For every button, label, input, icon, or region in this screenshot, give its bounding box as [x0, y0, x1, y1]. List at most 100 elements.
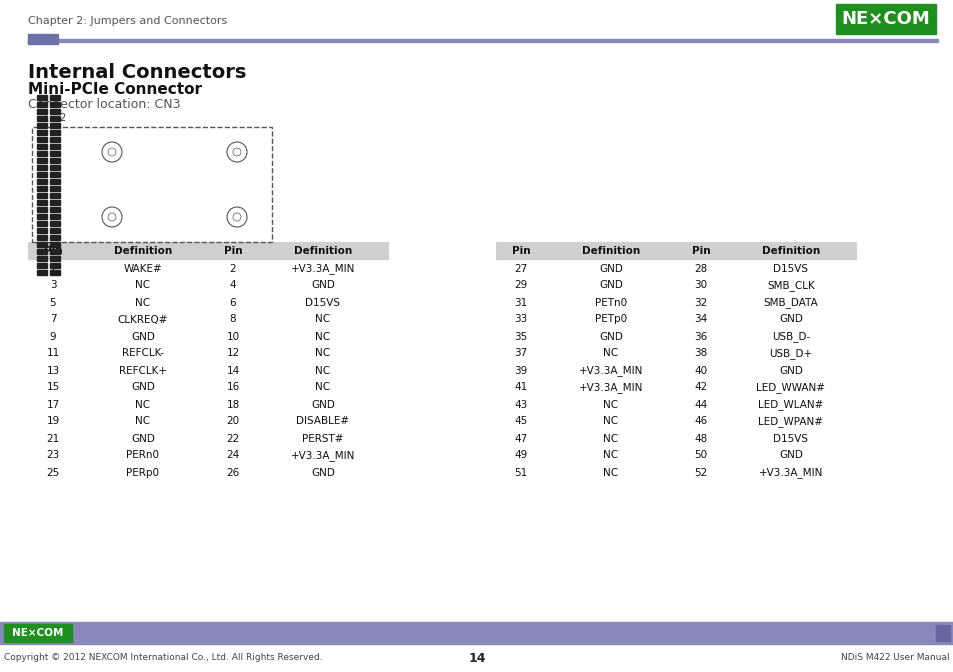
Bar — [37, 130, 47, 134]
Bar — [935, 625, 949, 641]
Bar — [28, 362, 78, 379]
Bar — [496, 328, 545, 345]
Bar — [50, 165, 60, 169]
Bar — [725, 447, 855, 464]
Bar — [37, 116, 47, 120]
Text: 18: 18 — [226, 399, 239, 409]
Bar — [725, 260, 855, 277]
Text: NC: NC — [603, 450, 618, 460]
Bar — [496, 242, 545, 260]
Bar — [676, 242, 725, 260]
Bar — [50, 200, 60, 204]
Bar — [496, 362, 545, 379]
Text: 30: 30 — [694, 280, 707, 290]
Text: 24: 24 — [226, 450, 239, 460]
Text: 14: 14 — [226, 366, 239, 376]
Text: +V3.3A_MIN: +V3.3A_MIN — [291, 263, 355, 274]
Bar — [257, 277, 388, 294]
Bar — [50, 255, 60, 261]
Text: 27: 27 — [514, 263, 527, 274]
Bar — [28, 311, 78, 328]
Bar — [208, 345, 257, 362]
Text: 22: 22 — [226, 433, 239, 444]
Bar — [676, 379, 725, 396]
Text: LED_WLAN#: LED_WLAN# — [758, 399, 822, 410]
Bar — [257, 294, 388, 311]
Text: GND: GND — [598, 263, 622, 274]
Bar — [36, 131, 71, 238]
Text: 52: 52 — [694, 468, 707, 478]
Text: 43: 43 — [514, 399, 527, 409]
Text: +V3.3A_MIN: +V3.3A_MIN — [578, 382, 642, 393]
Bar — [725, 328, 855, 345]
Bar — [28, 430, 78, 447]
Bar — [50, 157, 60, 163]
Bar — [37, 206, 47, 212]
Bar — [37, 214, 47, 218]
Bar — [28, 447, 78, 464]
Bar — [50, 214, 60, 218]
Text: Copyright © 2012 NEXCOM International Co., Ltd. All Rights Reserved.: Copyright © 2012 NEXCOM International Co… — [4, 653, 322, 663]
Circle shape — [227, 207, 247, 227]
Bar — [37, 241, 47, 247]
Text: 14: 14 — [468, 651, 485, 665]
Bar — [28, 260, 78, 277]
Text: REFCLK-: REFCLK- — [122, 349, 164, 358]
Text: CLKREQ#: CLKREQ# — [117, 314, 168, 325]
Circle shape — [227, 142, 247, 162]
Bar — [545, 447, 676, 464]
Text: GND: GND — [311, 468, 335, 478]
Text: Connector location: CN3: Connector location: CN3 — [28, 99, 180, 112]
Text: 1: 1 — [50, 263, 56, 274]
Bar — [50, 228, 60, 233]
Text: 5: 5 — [50, 298, 56, 308]
Bar — [78, 242, 208, 260]
Text: GND: GND — [779, 366, 802, 376]
Text: 50: 50 — [694, 450, 707, 460]
Text: Definition: Definition — [761, 246, 820, 256]
Circle shape — [108, 148, 116, 156]
Bar — [545, 345, 676, 362]
Text: NC: NC — [135, 399, 151, 409]
Text: D15VS: D15VS — [305, 298, 340, 308]
Text: NC: NC — [315, 314, 331, 325]
Bar — [545, 362, 676, 379]
Text: 42: 42 — [694, 382, 707, 392]
Bar — [257, 345, 388, 362]
Bar — [37, 157, 47, 163]
Text: GND: GND — [311, 280, 335, 290]
Bar — [676, 362, 725, 379]
Text: NC: NC — [603, 349, 618, 358]
Bar — [496, 447, 545, 464]
Bar — [257, 413, 388, 430]
Text: 46: 46 — [694, 417, 707, 427]
Bar — [37, 255, 47, 261]
Bar — [545, 430, 676, 447]
Bar — [545, 379, 676, 396]
Text: 45: 45 — [514, 417, 527, 427]
Bar — [78, 362, 208, 379]
Text: Definition: Definition — [113, 246, 172, 256]
Bar — [208, 379, 257, 396]
Text: 16: 16 — [226, 382, 239, 392]
Text: NC: NC — [603, 417, 618, 427]
Text: Definition: Definition — [294, 246, 352, 256]
Bar — [725, 396, 855, 413]
Bar — [676, 413, 725, 430]
Text: GND: GND — [131, 331, 154, 341]
Text: USB_D-: USB_D- — [771, 331, 809, 342]
Bar — [37, 108, 47, 114]
Bar — [28, 277, 78, 294]
Text: NE×COM: NE×COM — [12, 628, 64, 638]
Text: 51: 51 — [40, 246, 52, 256]
Text: +V3.3A_MIN: +V3.3A_MIN — [291, 450, 355, 461]
Text: GND: GND — [779, 314, 802, 325]
Bar — [37, 235, 47, 239]
Text: REFCLK+: REFCLK+ — [119, 366, 167, 376]
Bar — [50, 108, 60, 114]
Text: 31: 31 — [514, 298, 527, 308]
Text: 48: 48 — [694, 433, 707, 444]
Bar — [4, 624, 71, 642]
Bar — [676, 294, 725, 311]
Bar — [28, 413, 78, 430]
